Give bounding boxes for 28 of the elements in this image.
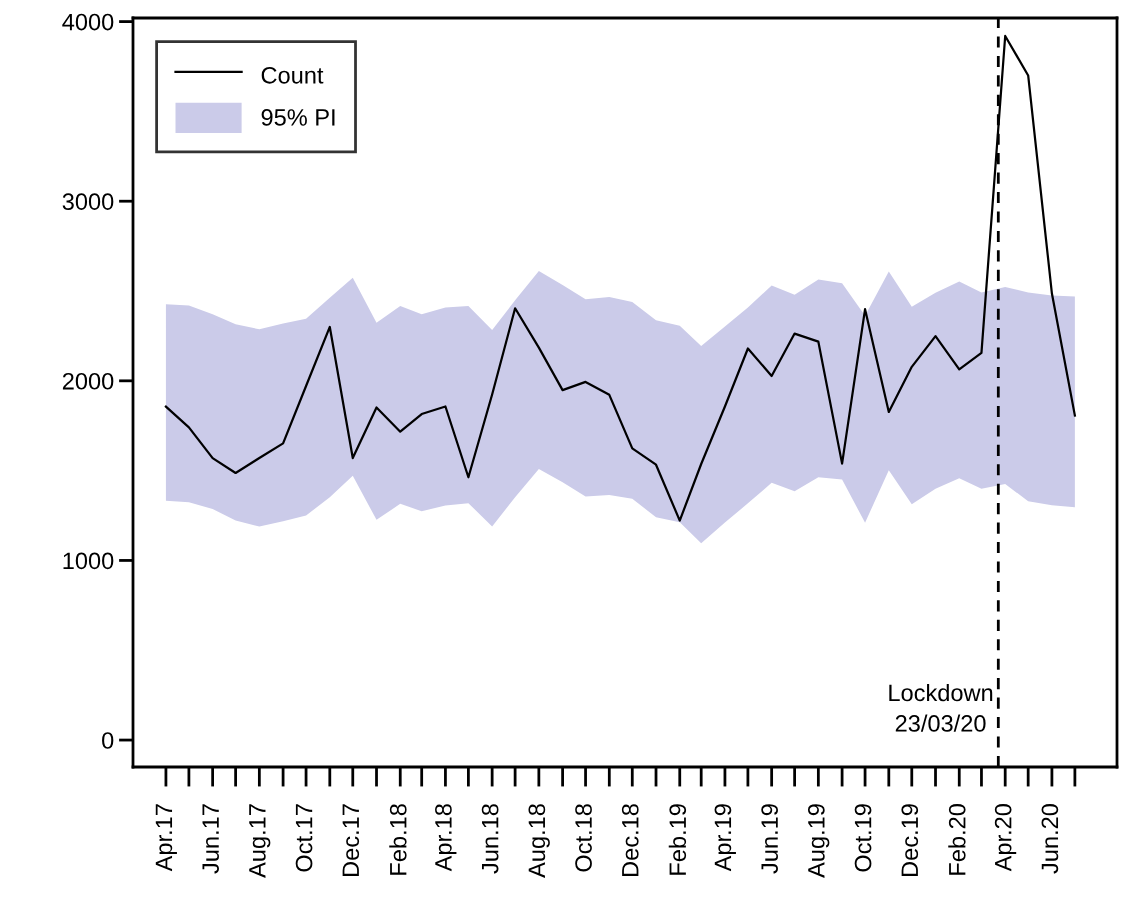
y-tick-label: 3000 (62, 193, 114, 210)
x-tick-label: Feb.20 (948, 804, 966, 875)
x-tick-label: Feb.19 (668, 804, 687, 875)
x-tick-label: Oct.17 (295, 804, 313, 872)
x-tick-label: Apr.19 (714, 804, 736, 872)
x-tick-label: Jun.19 (761, 804, 778, 874)
y-tick-label: 4000 (62, 13, 114, 31)
x-tick-label: Aug.18 (528, 804, 550, 878)
legend-label: 95% PI (261, 109, 335, 126)
x-tick-label: Aug.19 (807, 804, 830, 878)
x-tick-label: Apr.17 (155, 804, 177, 872)
legend-label: Count (261, 66, 324, 84)
x-tick-label: Dec.19 (901, 804, 919, 876)
x-tick-label: Dec.18 (621, 804, 639, 876)
y-tick-label: 2000 (62, 372, 114, 390)
y-tick-label: 0 (102, 732, 114, 749)
x-tick-label: Dec.17 (342, 804, 360, 876)
ref-line-label: Lockdown 23/03/20 (889, 683, 993, 732)
x-tick-label: Oct.19 (854, 804, 872, 872)
x-tick-label: Jun.18 (481, 804, 499, 874)
x-tick-label: Oct.18 (575, 804, 592, 872)
x-tick-label: Apr.18 (435, 804, 457, 872)
x-tick-label: Feb.18 (389, 804, 407, 875)
x-tick-label: Apr.20 (994, 804, 1017, 872)
y-tick-label: 1000 (63, 552, 114, 570)
x-tick-label: Jun.20 (1041, 804, 1059, 874)
x-tick-label: Aug.17 (249, 804, 271, 878)
x-tick-label: Jun.17 (202, 804, 219, 874)
